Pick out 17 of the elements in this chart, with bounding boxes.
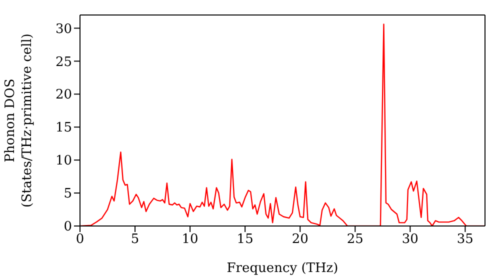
y-tick-label: 5 [64,186,72,202]
x-tick-label: 30 [402,232,418,248]
x-axis-title: Frequency (THz) [226,261,338,276]
y-tick-label: 15 [55,120,72,136]
y-tick-label: 20 [55,88,72,103]
x-tick-label: 25 [346,232,364,248]
x-tick-label: 10 [182,232,198,248]
y-tick-label: 10 [55,154,72,169]
x-tick-label: 20 [292,232,308,248]
x-tick-label: 35 [456,232,474,248]
x-tick-label: 15 [236,232,254,248]
x-tick-label: 5 [130,232,140,248]
x-tick-label: 0 [76,232,84,248]
y-axis-title: Phonon DOS (States/THz·primitive cell) [3,33,35,208]
y-tick-label: 25 [55,54,72,70]
y-tick-label: 0 [64,220,72,235]
y-tick-label: 30 [55,22,72,37]
